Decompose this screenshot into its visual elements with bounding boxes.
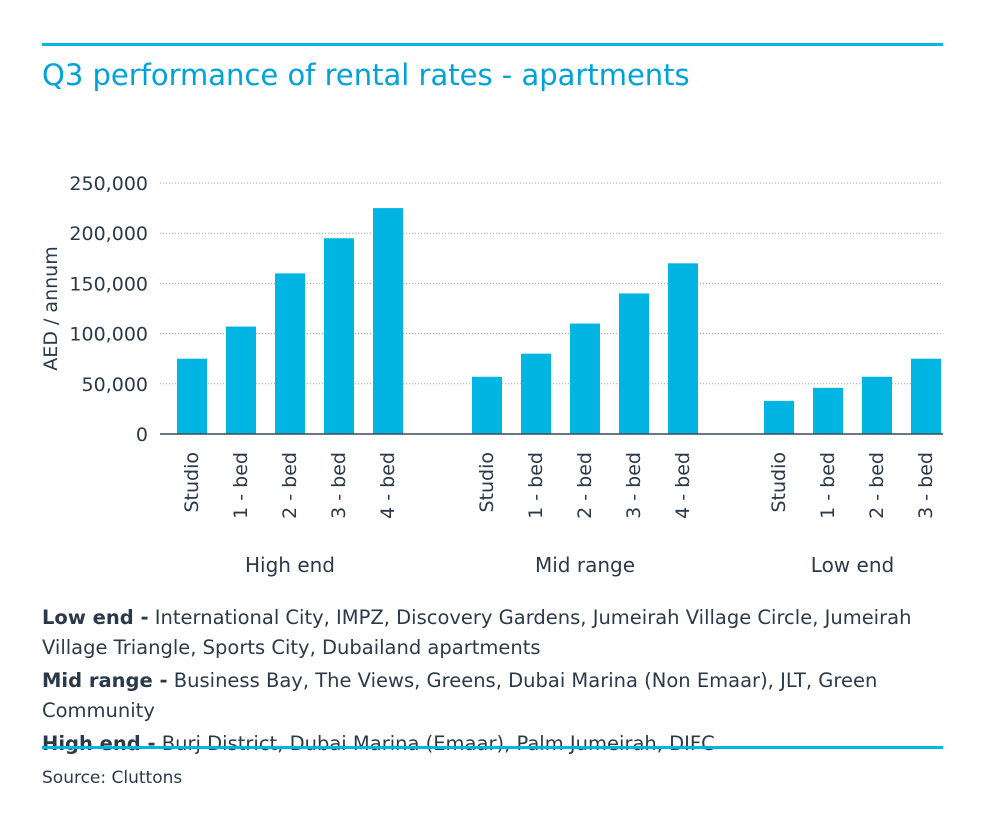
- x-tick-label: 2 - bed: [574, 452, 596, 519]
- bar: [275, 273, 305, 434]
- x-tick-label: 4 - bed: [377, 452, 399, 519]
- note-low-end: Low end - International City, IMPZ, Disc…: [42, 603, 942, 663]
- bar: [521, 353, 551, 434]
- note-label: High end -: [42, 732, 156, 755]
- y-tick-label: 200,000: [69, 223, 148, 245]
- note-mid-range: Mid range - Business Bay, The Views, Gre…: [42, 666, 942, 726]
- x-tick-label: 3 - bed: [623, 452, 645, 519]
- top-rule: [42, 43, 943, 46]
- bar: [570, 323, 600, 434]
- x-tick-label: 1 - bed: [525, 452, 547, 519]
- note-label: Low end -: [42, 606, 149, 629]
- bottom-rule: [42, 746, 943, 749]
- chart-title: Q3 performance of rental rates - apartme…: [42, 58, 690, 92]
- x-tick-label: Studio: [181, 452, 203, 513]
- y-tick-label: 250,000: [69, 173, 148, 195]
- x-tick-label: 2 - bed: [279, 452, 301, 519]
- bar: [472, 376, 502, 434]
- y-tick-label: 100,000: [69, 324, 148, 346]
- bar: [668, 263, 698, 434]
- note-text: Business Bay, The Views, Greens, Dubai M…: [42, 669, 878, 722]
- bar: [619, 293, 649, 434]
- note-text: International City, IMPZ, Discovery Gard…: [42, 606, 912, 659]
- group-label: Low end: [811, 553, 894, 577]
- bar: [324, 238, 354, 434]
- notes-block: Low end - International City, IMPZ, Disc…: [42, 603, 942, 762]
- source-note: Source: Cluttons: [42, 768, 183, 788]
- y-tick-label: 150,000: [69, 273, 148, 295]
- bar: [373, 208, 403, 434]
- group-label: Mid range: [535, 553, 635, 577]
- bar-chart: 0 50,000 100,000 150,000 200,000 250,000 AED /…: [40, 173, 943, 577]
- x-tick-label: 4 - bed: [672, 452, 694, 519]
- bar: [177, 358, 207, 434]
- x-tick-label: 3 - bed: [328, 452, 350, 519]
- y-axis-label: AED / annum: [40, 246, 62, 370]
- note-high-end: High end - Burj District, Dubai Marina (…: [42, 729, 942, 759]
- x-tick-label: 1 - bed: [230, 452, 252, 519]
- y-tick-label: 50,000: [82, 374, 148, 396]
- bar: [764, 400, 794, 434]
- group-label: High end: [245, 553, 335, 577]
- x-tick-label: 1 - bed: [817, 452, 839, 519]
- bar: [226, 326, 256, 434]
- note-text: Burj District, Dubai Marina (Emaar), Pal…: [155, 732, 715, 755]
- bar: [813, 387, 843, 434]
- x-tick-label: 3 - bed: [915, 452, 937, 519]
- x-tick-label: 2 - bed: [866, 452, 888, 519]
- bar: [862, 376, 892, 434]
- note-label: Mid range -: [42, 669, 168, 692]
- x-tick-label: Studio: [768, 452, 790, 513]
- y-tick-label: 0: [136, 424, 148, 446]
- x-tick-label: Studio: [476, 452, 498, 513]
- bar: [911, 358, 941, 434]
